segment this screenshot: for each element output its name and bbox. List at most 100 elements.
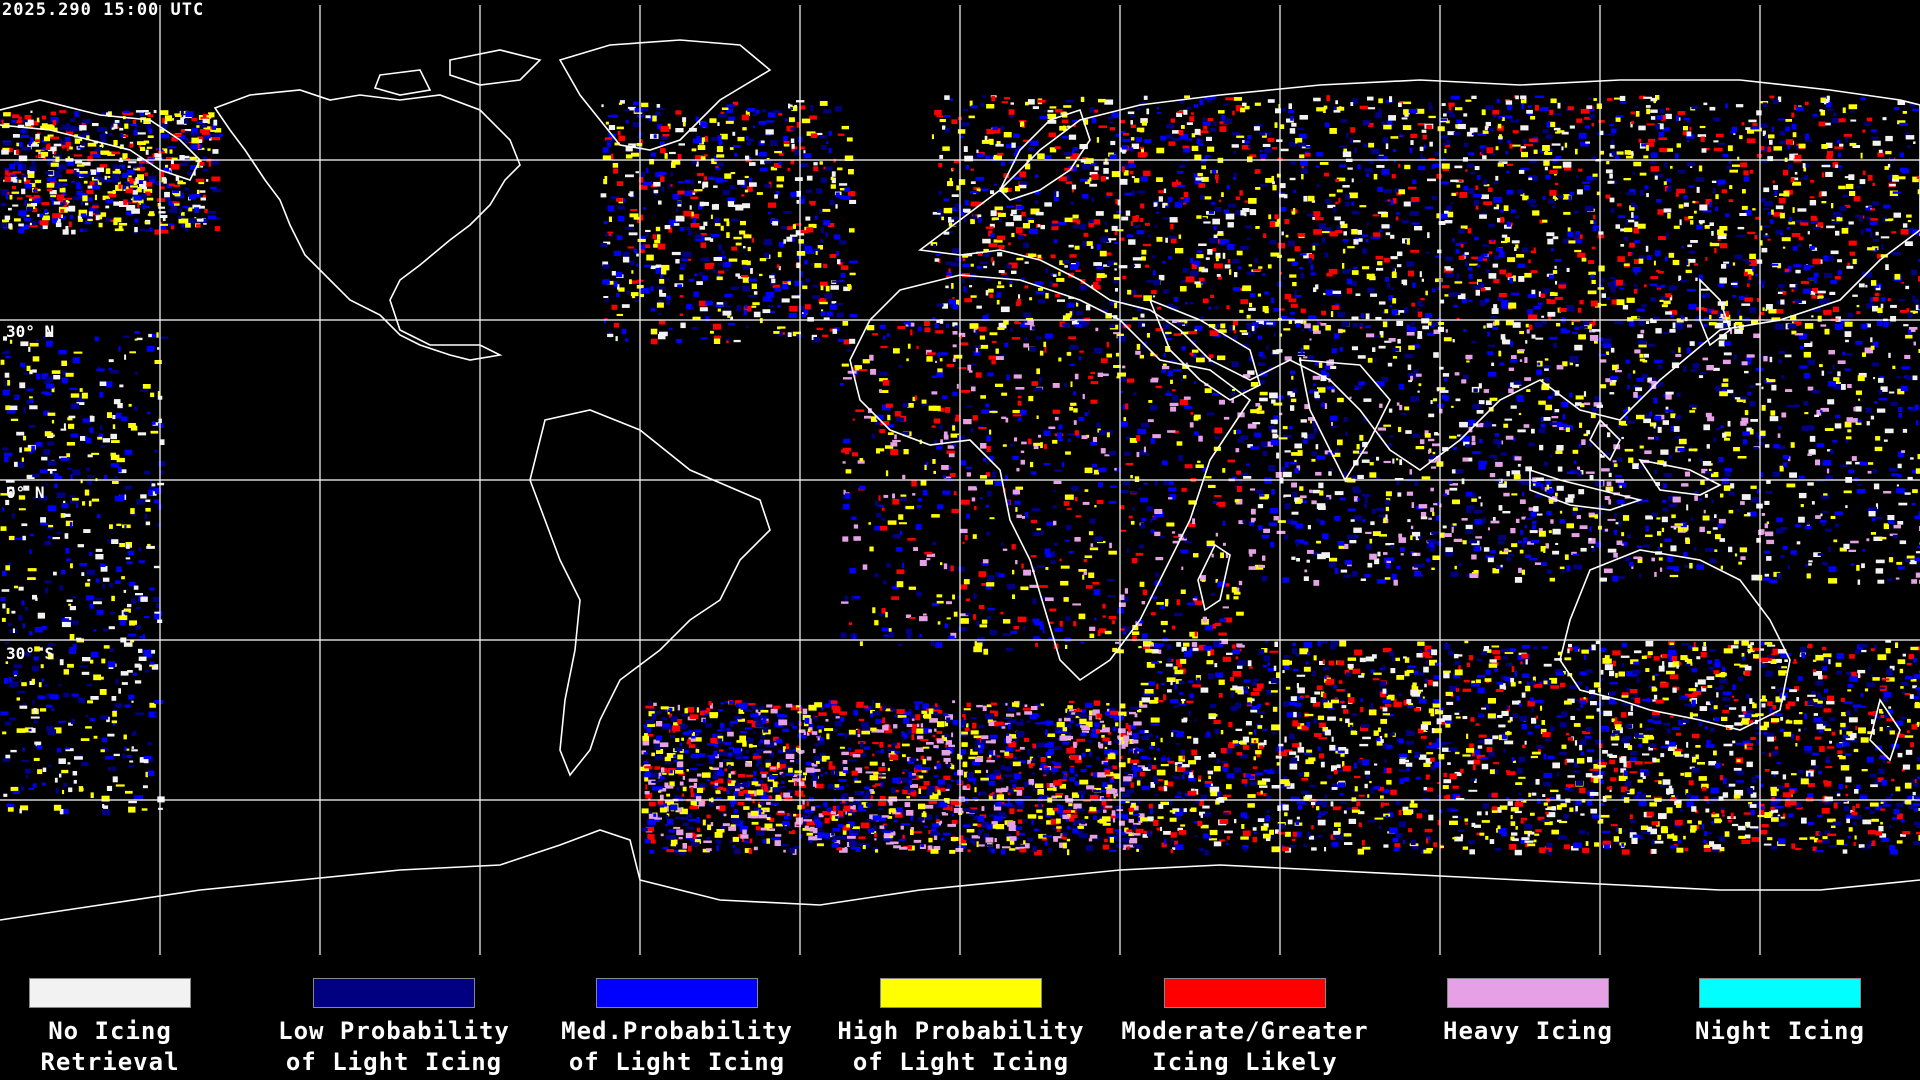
icing-pixel [37, 120, 40, 123]
icing-pixel [1299, 154, 1305, 159]
icing-pixel [694, 273, 698, 277]
icing-pixel [995, 348, 999, 354]
icing-pixel [1183, 191, 1189, 198]
icing-pixel [1012, 594, 1015, 599]
icing-pixel [1665, 178, 1672, 183]
icing-pixel [937, 407, 945, 412]
icing-pixel [687, 230, 693, 236]
icing-pixel [1487, 128, 1495, 132]
icing-pixel [62, 229, 69, 235]
icing-pixel [730, 172, 736, 175]
icing-pixel [1313, 97, 1321, 102]
icing-pixel [1150, 352, 1154, 357]
icing-pixel [1168, 359, 1176, 363]
icing-pixel [25, 119, 34, 126]
icing-pixel [1880, 254, 1888, 258]
icing-pixel [1888, 218, 1894, 221]
icing-pixel [1858, 398, 1861, 401]
icing-pixel [1020, 459, 1025, 465]
icing-pixel [780, 226, 788, 229]
icing-pixel [1349, 267, 1352, 272]
icing-pixel [1121, 596, 1129, 602]
icing-pixel [1126, 234, 1133, 238]
icing-pixel [12, 185, 16, 189]
icing-pixel [1665, 311, 1672, 315]
icing-pixel [1848, 240, 1857, 246]
icing-pixel [79, 228, 84, 232]
icing-pixel [1254, 258, 1258, 263]
icing-pixel [1522, 491, 1525, 497]
icing-pixel [1017, 400, 1022, 406]
icing-pixel [1230, 390, 1235, 395]
icing-pixel [1287, 391, 1295, 398]
icing-pixel [1688, 216, 1694, 219]
icing-pixel [1802, 163, 1806, 169]
icing-pixel [1033, 531, 1040, 537]
icing-pixel [928, 405, 937, 411]
icing-pixel [905, 614, 912, 619]
icing-pixel [1456, 119, 1462, 124]
icing-pixel [716, 146, 724, 153]
icing-pixel [1461, 298, 1467, 304]
icing-pixel [1752, 266, 1755, 272]
icing-pixel [958, 209, 965, 213]
icing-pixel [879, 525, 888, 531]
icing-pixel [1202, 298, 1209, 303]
icing-pixel [733, 145, 741, 148]
icing-pixel [1122, 150, 1126, 154]
icing-pixel [602, 155, 612, 161]
icing-pixel [1387, 120, 1393, 126]
icing-pixel [717, 135, 722, 140]
icing-pixel [1068, 134, 1077, 140]
icing-pixel [163, 178, 167, 184]
icing-pixel [682, 117, 687, 123]
icing-pixel [1180, 331, 1189, 335]
icing-pixel [1392, 267, 1395, 272]
icing-pixel [879, 324, 886, 329]
icing-pixel [1767, 211, 1772, 215]
icing-pixel [1475, 289, 1480, 296]
icing-pixel [1210, 649, 1215, 655]
icing-pixel [1428, 413, 1435, 418]
icing-pixel [1039, 350, 1044, 356]
icing-pixel [879, 390, 889, 393]
icing-pixel [1055, 109, 1063, 113]
icing-pixel [46, 182, 55, 188]
icing-pixel [745, 136, 749, 141]
icing-pixel [696, 136, 701, 140]
icing-pixel [952, 331, 958, 335]
icing-pixel [625, 226, 634, 230]
icing-pixel [1288, 141, 1297, 147]
icing-pixel [1779, 130, 1786, 136]
icing-pixel [655, 264, 662, 268]
icing-pixel [1849, 191, 1856, 196]
icing-pixel [1548, 198, 1555, 204]
icing-pixel [1399, 101, 1404, 104]
icing-pixel [1532, 210, 1540, 216]
icing-pixel [1206, 540, 1215, 547]
icing-pixel [1001, 161, 1005, 167]
icing-pixel [1016, 467, 1020, 472]
icing-pixel [1863, 122, 1871, 126]
icing-pixel [972, 534, 977, 539]
icing-pixel [1107, 595, 1116, 598]
icing-pixel [1065, 451, 1071, 455]
icing-pixel [1698, 220, 1705, 224]
icing-pixel [954, 417, 960, 422]
icing-pixel [656, 108, 665, 111]
icing-pixel [1767, 156, 1774, 162]
icing-pixel [1872, 238, 1880, 243]
icing-pixel [212, 149, 219, 154]
icing-pixel [1709, 106, 1716, 111]
icing-pixel [1384, 199, 1391, 203]
icing-pixel [1192, 518, 1195, 525]
icing-pixel [784, 118, 788, 122]
icing-pixel [1496, 204, 1500, 208]
icing-pixel [1409, 211, 1415, 216]
icing-pixel [713, 323, 722, 330]
icing-pixel [1562, 161, 1572, 168]
icing-pixel [1493, 304, 1498, 311]
icing-pixel [1819, 109, 1823, 112]
icing-pixel [788, 279, 791, 282]
icing-pixel [764, 252, 770, 259]
